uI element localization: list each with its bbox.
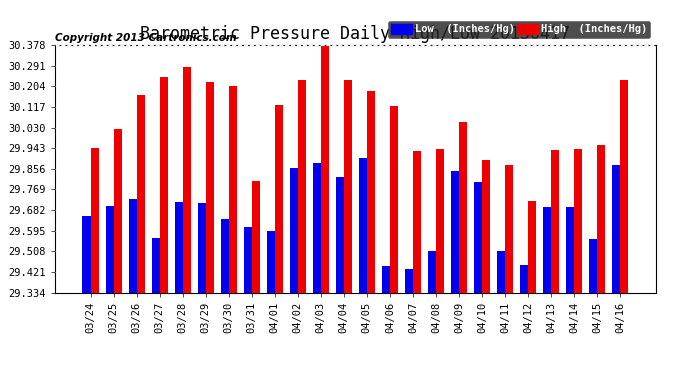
Bar (152, 238, 159, 292)
Bar (344, 80, 352, 292)
Bar (405, 268, 413, 292)
Bar (566, 207, 574, 292)
Bar (528, 201, 536, 292)
Bar (497, 251, 505, 292)
Bar (228, 86, 237, 292)
Legend: Low  (Inches/Hg), High  (Inches/Hg): Low (Inches/Hg), High (Inches/Hg) (388, 21, 650, 38)
Bar (474, 182, 482, 292)
Bar (197, 203, 206, 292)
Bar (390, 106, 398, 292)
Bar (620, 80, 628, 292)
Bar (359, 158, 367, 292)
Bar (83, 216, 90, 292)
Bar (137, 96, 145, 292)
Bar (159, 76, 168, 292)
Bar (313, 163, 321, 292)
Text: Copyright 2013 Cartronics.com: Copyright 2013 Cartronics.com (55, 33, 237, 43)
Bar (290, 168, 298, 292)
Bar (221, 219, 228, 292)
Bar (367, 91, 375, 292)
Bar (543, 207, 551, 292)
Bar (451, 171, 459, 292)
Bar (520, 265, 528, 292)
Bar (106, 206, 114, 292)
Bar (382, 266, 390, 292)
Bar (321, 46, 329, 292)
Bar (183, 67, 190, 292)
Bar (175, 202, 183, 292)
Bar (336, 177, 344, 292)
Bar (597, 145, 605, 292)
Bar (482, 159, 490, 292)
Bar (206, 82, 214, 292)
Bar (612, 165, 620, 292)
Bar (428, 251, 436, 292)
Bar (90, 148, 99, 292)
Bar (551, 150, 559, 292)
Bar (436, 149, 444, 292)
Bar (267, 231, 275, 292)
Bar (252, 181, 260, 292)
Bar (275, 105, 283, 292)
Bar (114, 129, 121, 292)
Bar (413, 151, 421, 292)
Bar (574, 149, 582, 292)
Bar (589, 239, 597, 292)
Bar (298, 80, 306, 292)
Bar (459, 122, 467, 292)
Bar (244, 227, 252, 292)
Bar (128, 199, 137, 292)
Title: Barometric Pressure Daily High/Low 20130417: Barometric Pressure Daily High/Low 20130… (140, 26, 571, 44)
Bar (505, 165, 513, 292)
